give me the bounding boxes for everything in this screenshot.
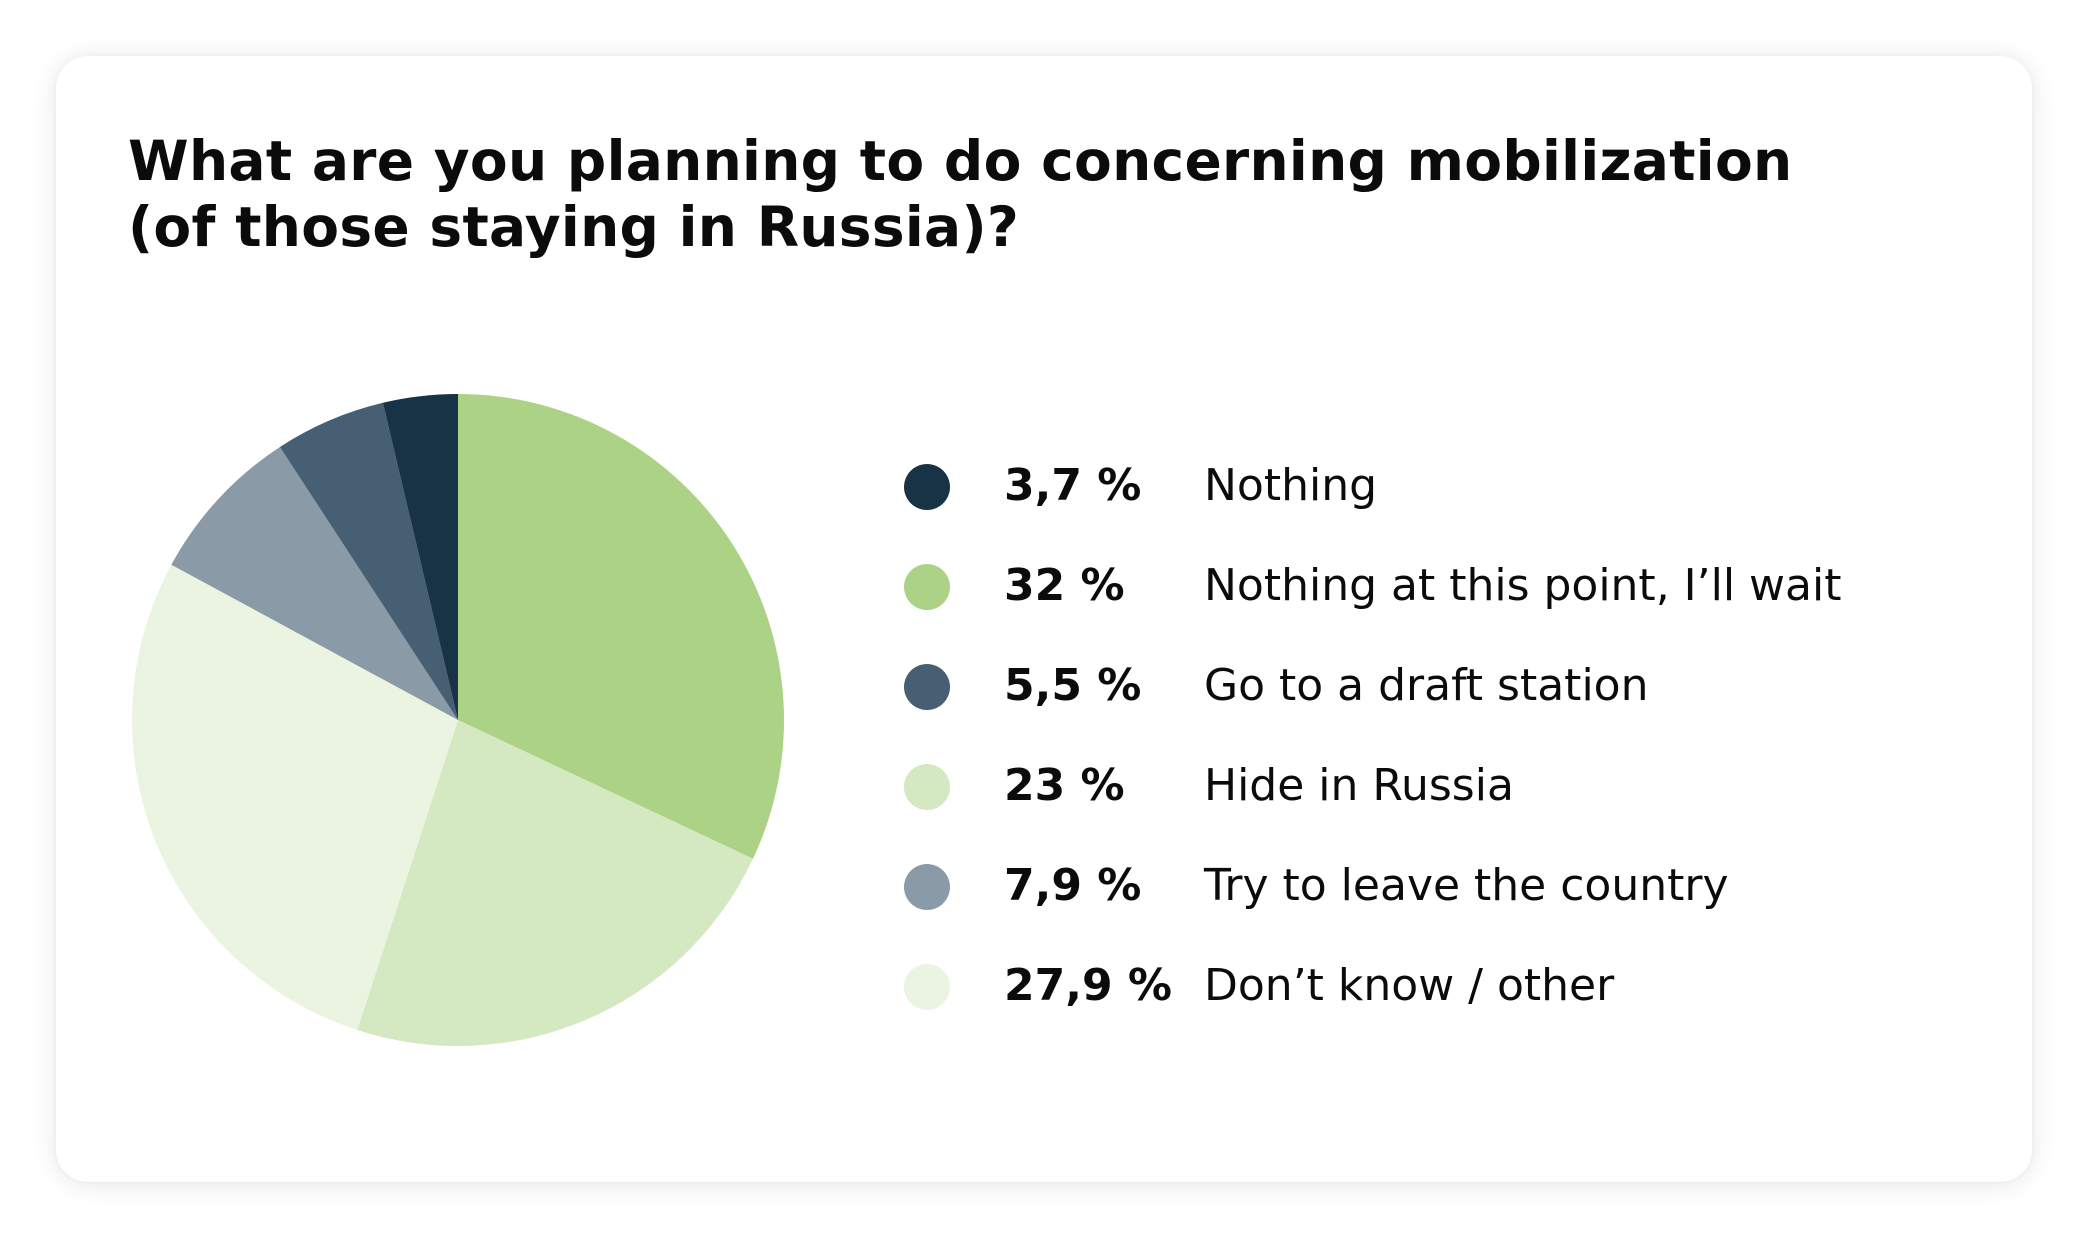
legend-value-hide: 23 % — [1004, 760, 1125, 811]
legend-label-other: Don’t know / other — [1204, 960, 1615, 1011]
pie-slice-go-to-a-draft-station — [279, 402, 458, 720]
legend-value-leave: 7,9 % — [1004, 860, 1142, 911]
legend-label-nothing: Nothing — [1204, 460, 1378, 511]
pie-slice-hide-in-russia — [357, 720, 753, 1046]
pie-slice-nothing-at-this-point-i-ll-wait — [458, 394, 784, 859]
chart-title-line-2: (of those staying in Russia)? — [128, 195, 1020, 259]
chart-title: What are you planning to do concerning m… — [128, 128, 1828, 260]
legend-value-draft-station: 5,5 % — [1004, 660, 1142, 711]
legend-swatch-wait — [904, 564, 950, 610]
legend-value-wait: 32 % — [1004, 560, 1125, 611]
legend-label-leave: Try to leave the country — [1204, 860, 1729, 911]
legend-item-nothing: 3,7 % Nothing — [900, 436, 1950, 536]
legend-item-leave: 7,9 % Try to leave the country — [900, 836, 1950, 936]
legend: 3,7 % Nothing 32 % Nothing at this point… — [900, 436, 1950, 1036]
legend-item-other: 27,9 % Don’t know / other — [900, 936, 1950, 1036]
legend-item-hide: 23 % Hide in Russia — [900, 736, 1950, 836]
legend-item-wait: 32 % Nothing at this point, I’ll wait — [900, 536, 1950, 636]
legend-label-draft-station: Go to a draft station — [1204, 660, 1649, 711]
pie-slice-try-to-leave-the-country — [171, 446, 458, 720]
pie-chart — [132, 394, 784, 1046]
legend-label-wait: Nothing at this point, I’ll wait — [1204, 560, 1842, 611]
legend-swatch-other — [904, 964, 950, 1010]
legend-value-other: 27,9 % — [1004, 960, 1172, 1011]
pie-slice-don-t-know-other — [132, 564, 458, 1031]
legend-label-hide: Hide in Russia — [1204, 760, 1514, 811]
legend-swatch-nothing — [904, 464, 950, 510]
chart-title-line-1: What are you planning to do concerning m… — [128, 129, 1793, 193]
legend-value-nothing: 3,7 % — [1004, 460, 1142, 511]
pie-slice-nothing — [382, 394, 458, 720]
legend-swatch-draft-station — [904, 664, 950, 710]
legend-swatch-leave — [904, 864, 950, 910]
legend-item-draft-station: 5,5 % Go to a draft station — [900, 636, 1950, 736]
legend-swatch-hide — [904, 764, 950, 810]
